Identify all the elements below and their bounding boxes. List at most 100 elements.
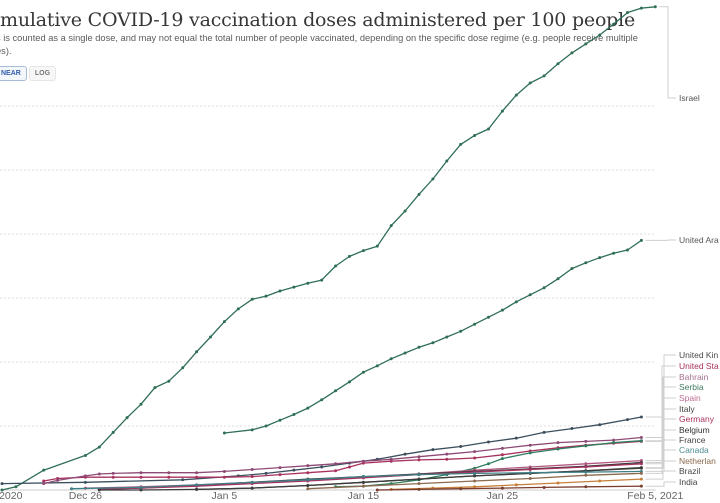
data-point [306, 478, 310, 482]
data-point [306, 484, 310, 488]
data-point [83, 453, 87, 457]
data-point [626, 11, 629, 15]
data-point [417, 458, 421, 462]
data-point [639, 415, 643, 419]
series-united-states [42, 439, 643, 483]
data-point [250, 480, 254, 484]
label-united-states: United Sta [679, 361, 719, 371]
data-point [542, 430, 546, 434]
data-point [195, 471, 199, 475]
data-point [473, 485, 477, 489]
data-point [264, 294, 268, 298]
data-point [250, 468, 254, 472]
data-point [222, 320, 226, 324]
scale-toggle: NEAR LOG [0, 66, 57, 81]
label-spain: Spain [679, 393, 701, 403]
subtitle-line-2: es). [0, 45, 12, 56]
x-tick-label: Jan 5 [212, 490, 238, 502]
series-netherlands [306, 471, 643, 491]
data-point [584, 485, 588, 489]
data-point [598, 479, 602, 483]
connector-bahrain [645, 376, 676, 438]
data-point [306, 406, 310, 410]
subtitle-line-1: s is counted as a single dose, and may n… [0, 33, 638, 43]
data-point [639, 6, 643, 10]
data-point [528, 471, 532, 475]
data-point [361, 475, 365, 479]
data-point [445, 452, 449, 456]
connector-serbia [645, 386, 676, 442]
data-point [487, 440, 490, 444]
data-point [445, 159, 449, 163]
data-point [639, 439, 643, 443]
data-point [111, 475, 115, 479]
connector-brazil [645, 470, 676, 480]
data-point [125, 416, 129, 420]
linear-scale-button[interactable]: NEAR [0, 66, 27, 81]
label-canada: Canada [679, 445, 709, 455]
data-point [500, 453, 504, 457]
data-point [556, 481, 560, 485]
series-line [1, 6, 656, 491]
label-united-arab-emirates: United Ara [679, 235, 719, 245]
label-germany: Germany [679, 414, 715, 424]
connector-spain [645, 397, 676, 462]
data-point [584, 444, 588, 448]
data-point [195, 475, 199, 479]
data-point [292, 468, 296, 472]
data-point [417, 482, 421, 486]
data-point [431, 448, 435, 452]
data-point [639, 466, 643, 470]
label-india: India [679, 477, 698, 487]
data-point [500, 446, 504, 450]
data-point [264, 471, 268, 475]
data-point [250, 297, 254, 301]
data-point [389, 357, 393, 361]
data-point [612, 22, 616, 26]
data-point [584, 462, 588, 466]
x-tick-label: Jan 25 [487, 490, 519, 502]
connector-france [645, 439, 676, 469]
data-point [500, 109, 504, 113]
data-point [528, 443, 532, 447]
data-point [139, 485, 143, 489]
data-point [111, 471, 115, 475]
data-point [445, 335, 449, 339]
data-point [542, 74, 546, 78]
data-point [542, 286, 546, 290]
data-point [459, 487, 463, 491]
x-tick-label: 20, 2020 [0, 490, 23, 502]
series-line [43, 436, 642, 485]
data-point [473, 471, 477, 475]
data-point [97, 445, 101, 449]
data-point [195, 487, 199, 491]
connector-netherlands [645, 460, 676, 474]
series-bahrain [42, 436, 643, 486]
data-point [306, 487, 310, 491]
x-tick-label: Dec 26 [69, 490, 102, 502]
data-point [528, 476, 532, 480]
data-point [250, 486, 254, 490]
data-point [278, 289, 282, 293]
data-point [487, 315, 490, 319]
data-point [334, 389, 338, 393]
data-point [417, 487, 421, 491]
data-point [83, 474, 87, 478]
data-point [528, 451, 532, 455]
data-point [403, 209, 407, 213]
data-point [181, 478, 185, 482]
data-point [473, 479, 477, 483]
data-point [445, 457, 449, 461]
data-point [639, 477, 643, 481]
data-point [250, 475, 254, 479]
data-point [306, 471, 310, 475]
data-point [417, 473, 421, 477]
data-point [97, 488, 101, 492]
data-point [417, 345, 421, 349]
log-scale-button[interactable]: LOG [28, 66, 57, 81]
data-point [584, 470, 588, 474]
label-belgium: Belgium [679, 425, 710, 435]
label-connectors [645, 6, 676, 487]
data-point [167, 475, 171, 479]
data-point [584, 42, 588, 46]
